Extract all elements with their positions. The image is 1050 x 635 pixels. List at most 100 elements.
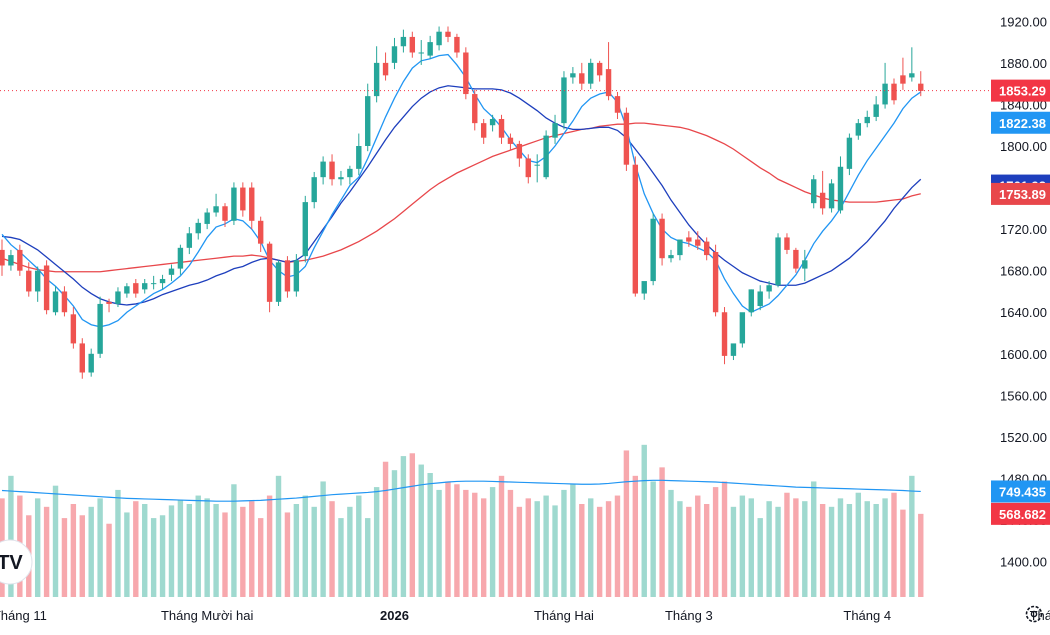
candle[interactable] [802, 249, 808, 282]
candle[interactable] [579, 62, 585, 90]
candle[interactable] [891, 78, 897, 105]
candle[interactable] [275, 260, 282, 307]
candle[interactable] [641, 281, 647, 300]
candle[interactable] [222, 203, 228, 228]
candle[interactable] [596, 60, 603, 82]
candle[interactable] [0, 239, 5, 276]
candle[interactable] [766, 281, 772, 299]
candle[interactable] [311, 171, 317, 209]
candle[interactable] [329, 154, 335, 186]
candle[interactable] [543, 130, 549, 180]
candle[interactable] [124, 283, 130, 298]
candle[interactable] [748, 289, 754, 317]
candle[interactable] [918, 71, 924, 97]
candle[interactable] [516, 140, 523, 167]
candle[interactable] [249, 182, 255, 230]
candle[interactable] [525, 154, 531, 184]
candle[interactable] [52, 286, 59, 316]
candle[interactable] [909, 47, 915, 82]
candle[interactable] [712, 244, 719, 317]
candle[interactable] [480, 118, 487, 144]
candle[interactable] [668, 249, 674, 263]
candle[interactable] [534, 154, 540, 183]
candle[interactable] [427, 35, 433, 59]
candle[interactable] [659, 213, 665, 266]
candle[interactable] [472, 89, 478, 131]
candle[interactable] [266, 241, 273, 313]
candle[interactable] [561, 71, 567, 130]
candle[interactable] [320, 156, 326, 185]
candle[interactable] [846, 133, 853, 176]
candle[interactable] [400, 29, 407, 53]
candle[interactable] [115, 287, 121, 308]
candle[interactable] [142, 278, 148, 294]
candle[interactable] [70, 307, 77, 349]
candle[interactable] [793, 247, 799, 273]
candle[interactable] [570, 67, 576, 84]
candle[interactable] [195, 218, 201, 240]
candle[interactable] [695, 231, 701, 250]
candle[interactable] [811, 175, 817, 209]
candle[interactable] [900, 57, 906, 90]
candle[interactable] [819, 170, 826, 215]
candle[interactable] [391, 37, 398, 70]
candle[interactable] [686, 231, 692, 247]
tradingview-logo[interactable]: TV [0, 539, 33, 585]
candle[interactable] [454, 33, 460, 58]
candle[interactable] [552, 114, 558, 144]
candle[interactable] [677, 239, 683, 261]
candle[interactable] [489, 114, 496, 132]
candle[interactable] [632, 156, 639, 297]
candle[interactable] [721, 307, 728, 365]
candle[interactable] [293, 254, 300, 297]
candle[interactable] [418, 40, 424, 65]
candle[interactable] [26, 262, 32, 297]
candle[interactable] [864, 110, 870, 128]
candle[interactable] [588, 58, 594, 89]
candle[interactable] [445, 26, 451, 43]
candle[interactable] [97, 296, 103, 358]
candle[interactable] [43, 260, 50, 315]
candle[interactable] [784, 233, 790, 255]
candle[interactable] [373, 46, 380, 103]
candle[interactable] [837, 156, 844, 214]
candle[interactable] [302, 195, 308, 263]
candle[interactable] [133, 278, 139, 298]
candle[interactable] [88, 348, 94, 377]
candle[interactable] [775, 233, 781, 288]
candle[interactable] [79, 338, 85, 379]
candle[interactable] [382, 52, 389, 81]
candle[interactable] [284, 256, 291, 298]
candle[interactable] [356, 133, 362, 176]
candle[interactable] [240, 182, 246, 217]
candle[interactable] [257, 216, 264, 252]
candle[interactable] [882, 62, 888, 109]
candle[interactable] [106, 298, 112, 313]
candle[interactable] [338, 170, 344, 186]
candle[interactable] [828, 179, 835, 213]
candle[interactable] [168, 264, 175, 282]
candle[interactable] [650, 213, 656, 286]
candle[interactable] [159, 274, 166, 290]
candle[interactable] [204, 208, 210, 230]
candle[interactable] [436, 26, 442, 51]
candle[interactable] [739, 312, 746, 348]
candle[interactable] [177, 244, 184, 275]
candle[interactable] [623, 107, 630, 171]
candle[interactable] [186, 227, 193, 255]
settings-button[interactable] [1025, 605, 1043, 623]
candle[interactable] [231, 182, 237, 225]
candle[interactable] [703, 237, 710, 261]
candle[interactable] [463, 47, 469, 100]
candle[interactable] [730, 343, 737, 361]
candle[interactable] [347, 165, 353, 185]
candle[interactable] [17, 244, 23, 276]
candle[interactable] [365, 83, 371, 152]
candle[interactable] [8, 249, 14, 271]
candle[interactable] [614, 91, 621, 119]
candle[interactable] [150, 275, 157, 290]
candle[interactable] [855, 118, 862, 140]
candle[interactable] [507, 133, 514, 151]
candle[interactable] [409, 31, 416, 58]
